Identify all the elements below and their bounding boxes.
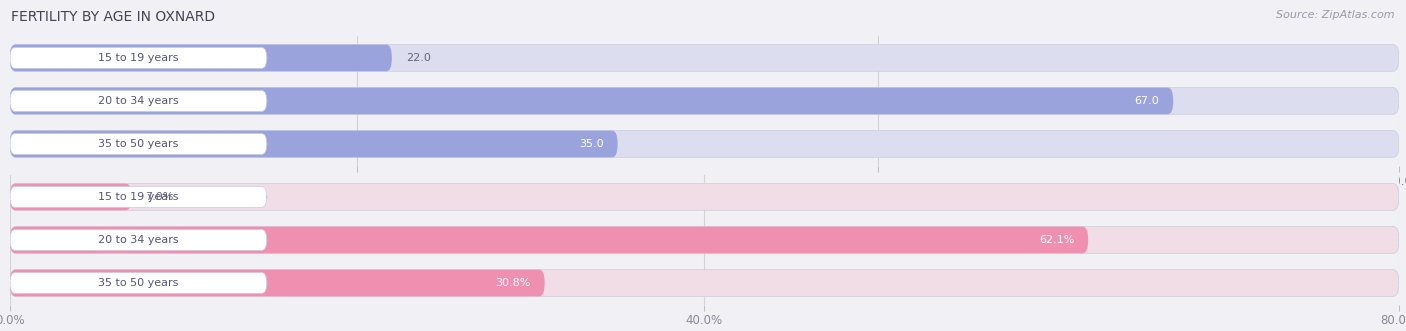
FancyBboxPatch shape bbox=[10, 131, 617, 157]
Text: 62.1%: 62.1% bbox=[1039, 235, 1074, 245]
Text: 30.8%: 30.8% bbox=[495, 278, 531, 288]
Text: 35.0: 35.0 bbox=[579, 139, 603, 149]
FancyBboxPatch shape bbox=[10, 45, 392, 71]
FancyBboxPatch shape bbox=[10, 227, 1399, 253]
FancyBboxPatch shape bbox=[10, 131, 1399, 157]
FancyBboxPatch shape bbox=[10, 230, 267, 250]
FancyBboxPatch shape bbox=[10, 184, 1399, 210]
Text: 67.0: 67.0 bbox=[1135, 96, 1160, 106]
FancyBboxPatch shape bbox=[10, 187, 267, 207]
Text: 7.0%: 7.0% bbox=[145, 192, 174, 202]
FancyBboxPatch shape bbox=[10, 48, 267, 68]
Text: Source: ZipAtlas.com: Source: ZipAtlas.com bbox=[1277, 10, 1395, 20]
Text: 35 to 50 years: 35 to 50 years bbox=[98, 278, 179, 288]
Text: 22.0: 22.0 bbox=[406, 53, 430, 63]
FancyBboxPatch shape bbox=[10, 273, 267, 293]
Text: 20 to 34 years: 20 to 34 years bbox=[98, 235, 179, 245]
FancyBboxPatch shape bbox=[10, 88, 1399, 114]
FancyBboxPatch shape bbox=[10, 227, 1088, 253]
FancyBboxPatch shape bbox=[10, 45, 1399, 71]
FancyBboxPatch shape bbox=[10, 134, 267, 154]
FancyBboxPatch shape bbox=[10, 88, 1173, 114]
Text: 20 to 34 years: 20 to 34 years bbox=[98, 96, 179, 106]
FancyBboxPatch shape bbox=[10, 91, 267, 111]
FancyBboxPatch shape bbox=[10, 270, 1399, 296]
Text: 15 to 19 years: 15 to 19 years bbox=[98, 192, 179, 202]
Text: 15 to 19 years: 15 to 19 years bbox=[98, 53, 179, 63]
FancyBboxPatch shape bbox=[10, 184, 131, 210]
FancyBboxPatch shape bbox=[10, 270, 544, 296]
Text: 35 to 50 years: 35 to 50 years bbox=[98, 139, 179, 149]
Text: FERTILITY BY AGE IN OXNARD: FERTILITY BY AGE IN OXNARD bbox=[11, 10, 215, 24]
